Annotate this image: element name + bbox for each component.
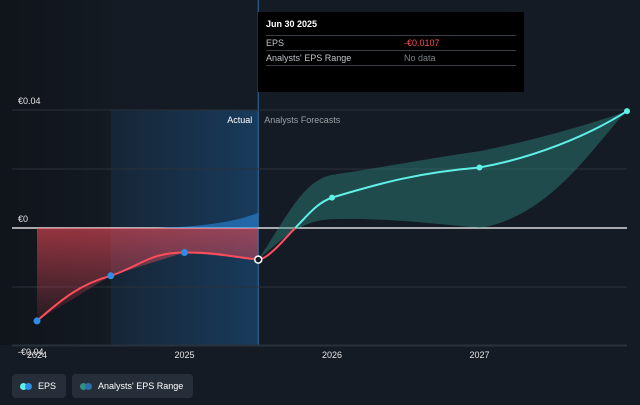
tooltip-range-label: Analysts' EPS Range: [266, 53, 352, 63]
negative-eps-area: [37, 228, 259, 321]
tooltip: Jun 30 2025 EPS -€0.0107 Analysts' EPS R…: [258, 12, 524, 92]
eps-forecast-point: [624, 108, 630, 115]
legend-eps-label: EPS: [38, 381, 57, 391]
tooltip-title: Jun 30 2025: [266, 19, 318, 29]
x-tick-label: 2026: [322, 350, 342, 360]
tooltip-row-eps: EPS -€0.0107: [266, 35, 516, 50]
tooltip-range-value: No data: [404, 53, 436, 63]
tooltip-eps-label: EPS: [266, 38, 285, 48]
section-label-actual: Actual: [227, 115, 252, 125]
actual-positive-wedge: [155, 212, 259, 228]
eps-forecast-line: [294, 110, 628, 229]
legend-range-label: Analysts' EPS Range: [98, 381, 184, 391]
eps-legend-icon: [20, 382, 32, 390]
eps-actual-line: [36, 251, 259, 322]
forecast-range-band: [258, 111, 627, 260]
eps-actual-point: [181, 248, 188, 256]
x-tick-label: 2025: [174, 350, 194, 360]
tooltip-row-range: Analysts' EPS Range No data: [266, 50, 516, 66]
eps-forecast-point: [329, 194, 335, 201]
y-tick-label: €0.04: [18, 96, 41, 106]
section-label-forecast: Analysts Forecasts: [264, 115, 341, 125]
range-legend-icon: [80, 382, 93, 390]
eps-actual-point: [254, 255, 263, 264]
legend: EPS Analysts' EPS Range: [12, 374, 194, 398]
y-tick-label: -€0.04: [18, 347, 44, 357]
y-tick-label: €0: [18, 214, 28, 224]
legend-item-eps[interactable]: EPS: [12, 374, 67, 398]
x-tick-label: 2027: [469, 350, 489, 360]
eps-forecast-point: [476, 164, 483, 171]
eps-actual-point: [33, 317, 41, 325]
x-tick-label: 2024: [27, 350, 47, 360]
eps-actual-point: [107, 272, 115, 280]
tooltip-eps-value: -€0.0107: [404, 38, 440, 48]
legend-item-range[interactable]: Analysts' EPS Range: [72, 374, 194, 398]
